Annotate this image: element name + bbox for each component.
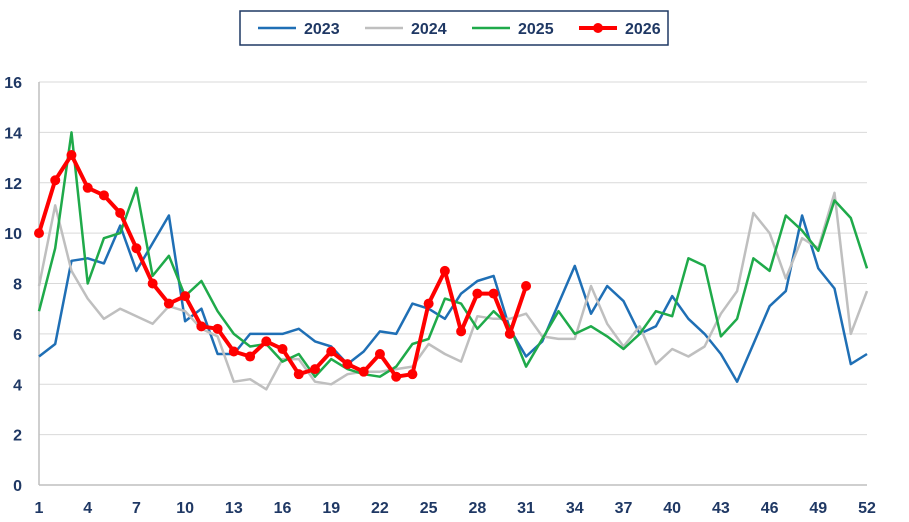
y-tick-label-4: 4	[13, 377, 22, 394]
legend: 2023 2024 2025 2026	[239, 10, 669, 46]
series-line-2026	[37, 153, 528, 379]
legend-item-2023: 2023	[258, 21, 340, 38]
data-point-2026-23	[391, 371, 402, 382]
legend-label-2026: 2026	[625, 21, 661, 38]
x-tick-label-49: 49	[809, 500, 827, 517]
legend-marker-2026	[593, 23, 603, 33]
series-layer	[34, 131, 869, 391]
y-tick-label-14: 14	[4, 125, 22, 142]
series-line-2024	[37, 191, 869, 391]
legend-item-2024: 2024	[365, 21, 447, 38]
legend-item-2025: 2025	[472, 21, 554, 38]
data-point-2026-18	[310, 364, 320, 375]
y-tick-label-8: 8	[13, 277, 22, 294]
series-2025	[37, 131, 869, 378]
x-tick-labels: 1 4 7 10 13 16 19 22 25 28 31 34 37 40 43 46 49 52	[35, 500, 876, 517]
data-point-2026-10	[180, 291, 191, 302]
data-point-2026-8	[147, 278, 158, 289]
data-point-2026-7	[131, 243, 142, 254]
y-tick-label-10: 10	[4, 226, 22, 243]
data-point-2026-4	[82, 182, 93, 193]
x-tick-label-28: 28	[468, 500, 486, 517]
y-tick-label-0: 0	[13, 478, 22, 495]
x-tick-label-22: 22	[371, 500, 389, 517]
gridlines	[39, 81, 867, 436]
data-point-2026-16	[277, 343, 288, 354]
x-tick-label-37: 37	[615, 500, 633, 517]
data-point-2026-26	[439, 265, 450, 276]
x-tick-label-1: 1	[35, 500, 44, 517]
legend-label-2025: 2025	[518, 21, 554, 38]
data-point-2026-25	[423, 298, 434, 309]
legend-label-2023: 2023	[304, 21, 340, 38]
y-tick-label-16: 16	[4, 75, 22, 92]
y-tick-labels: 0 2 4 6 8 10 12 14 16	[4, 75, 22, 495]
data-point-2026-30	[504, 328, 515, 339]
data-point-2026-28	[472, 288, 483, 299]
x-tick-label-10: 10	[176, 500, 194, 517]
data-point-2026-1	[34, 228, 44, 239]
legend-label-2024: 2024	[411, 21, 447, 38]
data-point-2026-14	[245, 351, 256, 362]
data-point-2026-13	[228, 346, 239, 357]
data-point-2026-9	[163, 298, 174, 309]
series-2026	[34, 150, 532, 382]
x-tick-label-52: 52	[858, 500, 876, 517]
data-point-2026-2	[50, 175, 61, 186]
x-tick-label-34: 34	[566, 500, 584, 517]
data-point-2026-3	[66, 150, 77, 161]
y-tick-label-2: 2	[13, 428, 22, 445]
x-tick-label-31: 31	[517, 500, 535, 517]
data-point-2026-24	[407, 369, 418, 380]
legend-item-2026: 2026	[579, 21, 661, 38]
data-point-2026-22	[374, 349, 385, 360]
series-2024	[37, 191, 869, 391]
data-point-2026-21	[358, 366, 369, 377]
series-line-2025	[37, 131, 869, 378]
x-tick-label-4: 4	[83, 500, 92, 517]
x-tick-label-19: 19	[322, 500, 340, 517]
y-tick-label-12: 12	[4, 176, 22, 193]
x-tick-label-40: 40	[663, 500, 681, 517]
data-point-2026-6	[115, 207, 126, 218]
data-point-2026-31	[521, 281, 532, 292]
data-point-2026-19	[326, 346, 337, 357]
data-point-2026-12	[212, 323, 223, 334]
data-point-2026-27	[456, 326, 467, 337]
x-tick-label-7: 7	[132, 500, 141, 517]
x-tick-label-43: 43	[712, 500, 730, 517]
data-point-2026-11	[196, 321, 207, 332]
data-point-2026-15	[261, 336, 272, 347]
data-point-2026-17	[293, 369, 304, 380]
data-point-2026-5	[98, 190, 109, 201]
y-tick-label-6: 6	[13, 327, 22, 344]
x-tick-label-13: 13	[225, 500, 243, 517]
x-tick-label-16: 16	[274, 500, 292, 517]
data-point-2026-20	[342, 359, 353, 370]
x-tick-label-46: 46	[761, 500, 779, 517]
x-tick-label-25: 25	[420, 500, 438, 517]
data-point-2026-29	[488, 288, 499, 299]
